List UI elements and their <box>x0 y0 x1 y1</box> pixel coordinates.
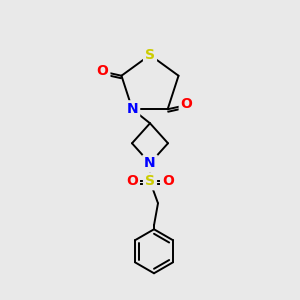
Text: S: S <box>145 174 155 188</box>
Text: O: O <box>126 174 138 188</box>
Text: O: O <box>181 97 193 111</box>
Text: N: N <box>127 102 138 116</box>
Text: O: O <box>162 174 174 188</box>
Text: O: O <box>97 64 108 78</box>
Text: S: S <box>145 48 155 62</box>
Text: N: N <box>144 156 156 170</box>
